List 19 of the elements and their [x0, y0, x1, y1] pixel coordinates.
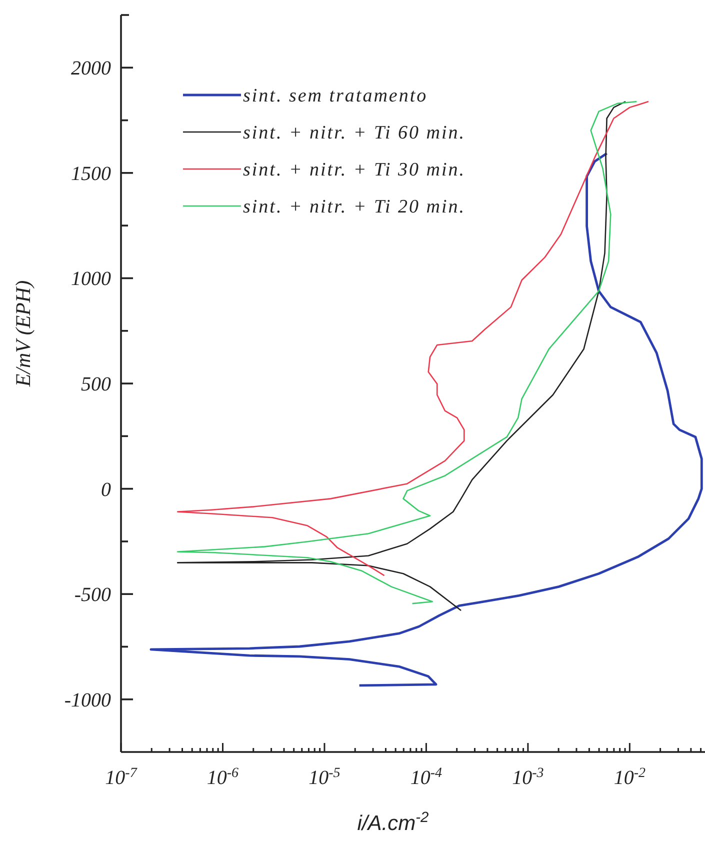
y-tick-label: 500 — [81, 374, 111, 396]
x-axis-title: i/A.cm$^{-2}$ — [357, 810, 429, 835]
legend-label: sint. + nitr. + Ti 60 min. — [243, 122, 466, 144]
x-tick-label: 10$^{-6}$ — [206, 766, 239, 789]
legend-label: sint. sem tratamento — [243, 86, 428, 107]
y-tick-label: 2000 — [71, 58, 111, 80]
legend-label: sint. + nitr. + Ti 30 min. — [243, 160, 466, 181]
y-axis-title: E/mV (EPH) — [11, 280, 35, 388]
y-tick-label: 0 — [101, 478, 111, 501]
legend-label: sint. + nitr. + Ti 20 min. — [243, 196, 466, 218]
y-tick-label: -1000 — [64, 689, 111, 712]
x-tick-label: 10$^{-3}$ — [512, 766, 544, 789]
x-tick-label: 10$^{-7}$ — [105, 766, 138, 789]
y-tick-label: -500 — [74, 584, 111, 606]
y-tick-label: 1500 — [71, 162, 111, 185]
y-tick-label: 1000 — [71, 268, 111, 290]
x-tick-label: 10$^{-4}$ — [410, 766, 442, 789]
x-tick-label: 10$^{-2}$ — [614, 766, 646, 789]
x-tick-label: 10$^{-5}$ — [308, 766, 340, 789]
